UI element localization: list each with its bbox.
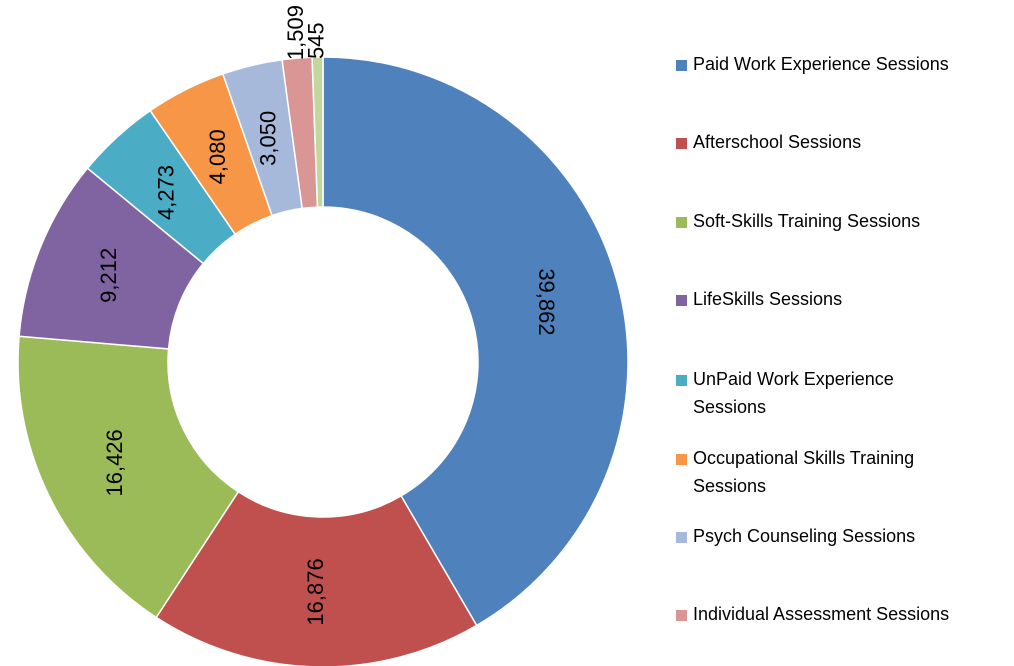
legend-swatch — [676, 610, 687, 621]
legend-swatch — [676, 217, 687, 228]
legend-entry: Occupational Skills Training Sessions — [676, 448, 955, 500]
legend-swatch — [676, 295, 687, 306]
donut-segment — [322, 56, 629, 627]
legend-label: UnPaid Work Experience Sessions — [693, 369, 894, 417]
legend-entry: Afterschool Sessions — [676, 132, 955, 156]
legend-entry: UnPaid Work Experience Sessions — [676, 369, 955, 421]
legend-swatch — [676, 375, 687, 386]
legend-label: Psych Counseling Sessions — [693, 526, 916, 546]
data-label: 545 — [303, 22, 328, 59]
legend-label: Paid Work Experience Sessions — [693, 54, 949, 74]
donut-segment — [155, 490, 478, 666]
data-label: 39,862 — [534, 268, 559, 335]
donut-segment — [311, 56, 324, 208]
legend-swatch — [676, 60, 687, 71]
legend-swatch — [676, 454, 687, 465]
legend-label: Soft-Skills Training Sessions — [693, 211, 921, 231]
data-label: 3,050 — [255, 111, 280, 166]
legend-label: Afterschool Sessions — [693, 132, 862, 152]
legend-swatch — [676, 138, 687, 149]
data-label: 4,273 — [153, 165, 178, 220]
legend-label: LifeSkills Sessions — [693, 289, 843, 309]
legend-swatch — [676, 532, 687, 543]
legend-entry: Individual Assessment Sessions — [676, 604, 955, 628]
data-label: 1,509 — [283, 5, 308, 60]
legend-entry: Soft-Skills Training Sessions — [676, 211, 955, 235]
donut-segment — [17, 335, 240, 619]
data-label: 9,212 — [96, 248, 121, 303]
legend-label: Individual Assessment Sessions — [693, 604, 950, 624]
legend-label: Occupational Skills Training Sessions — [693, 448, 915, 496]
legend-entry: Psych Counseling Sessions — [676, 526, 955, 550]
data-label: 16,426 — [102, 429, 127, 496]
data-label: 4,080 — [205, 129, 230, 184]
legend-entry: LifeSkills Sessions — [676, 289, 955, 313]
data-label: 16,876 — [303, 558, 328, 625]
legend-entry: Paid Work Experience Sessions — [676, 54, 955, 78]
